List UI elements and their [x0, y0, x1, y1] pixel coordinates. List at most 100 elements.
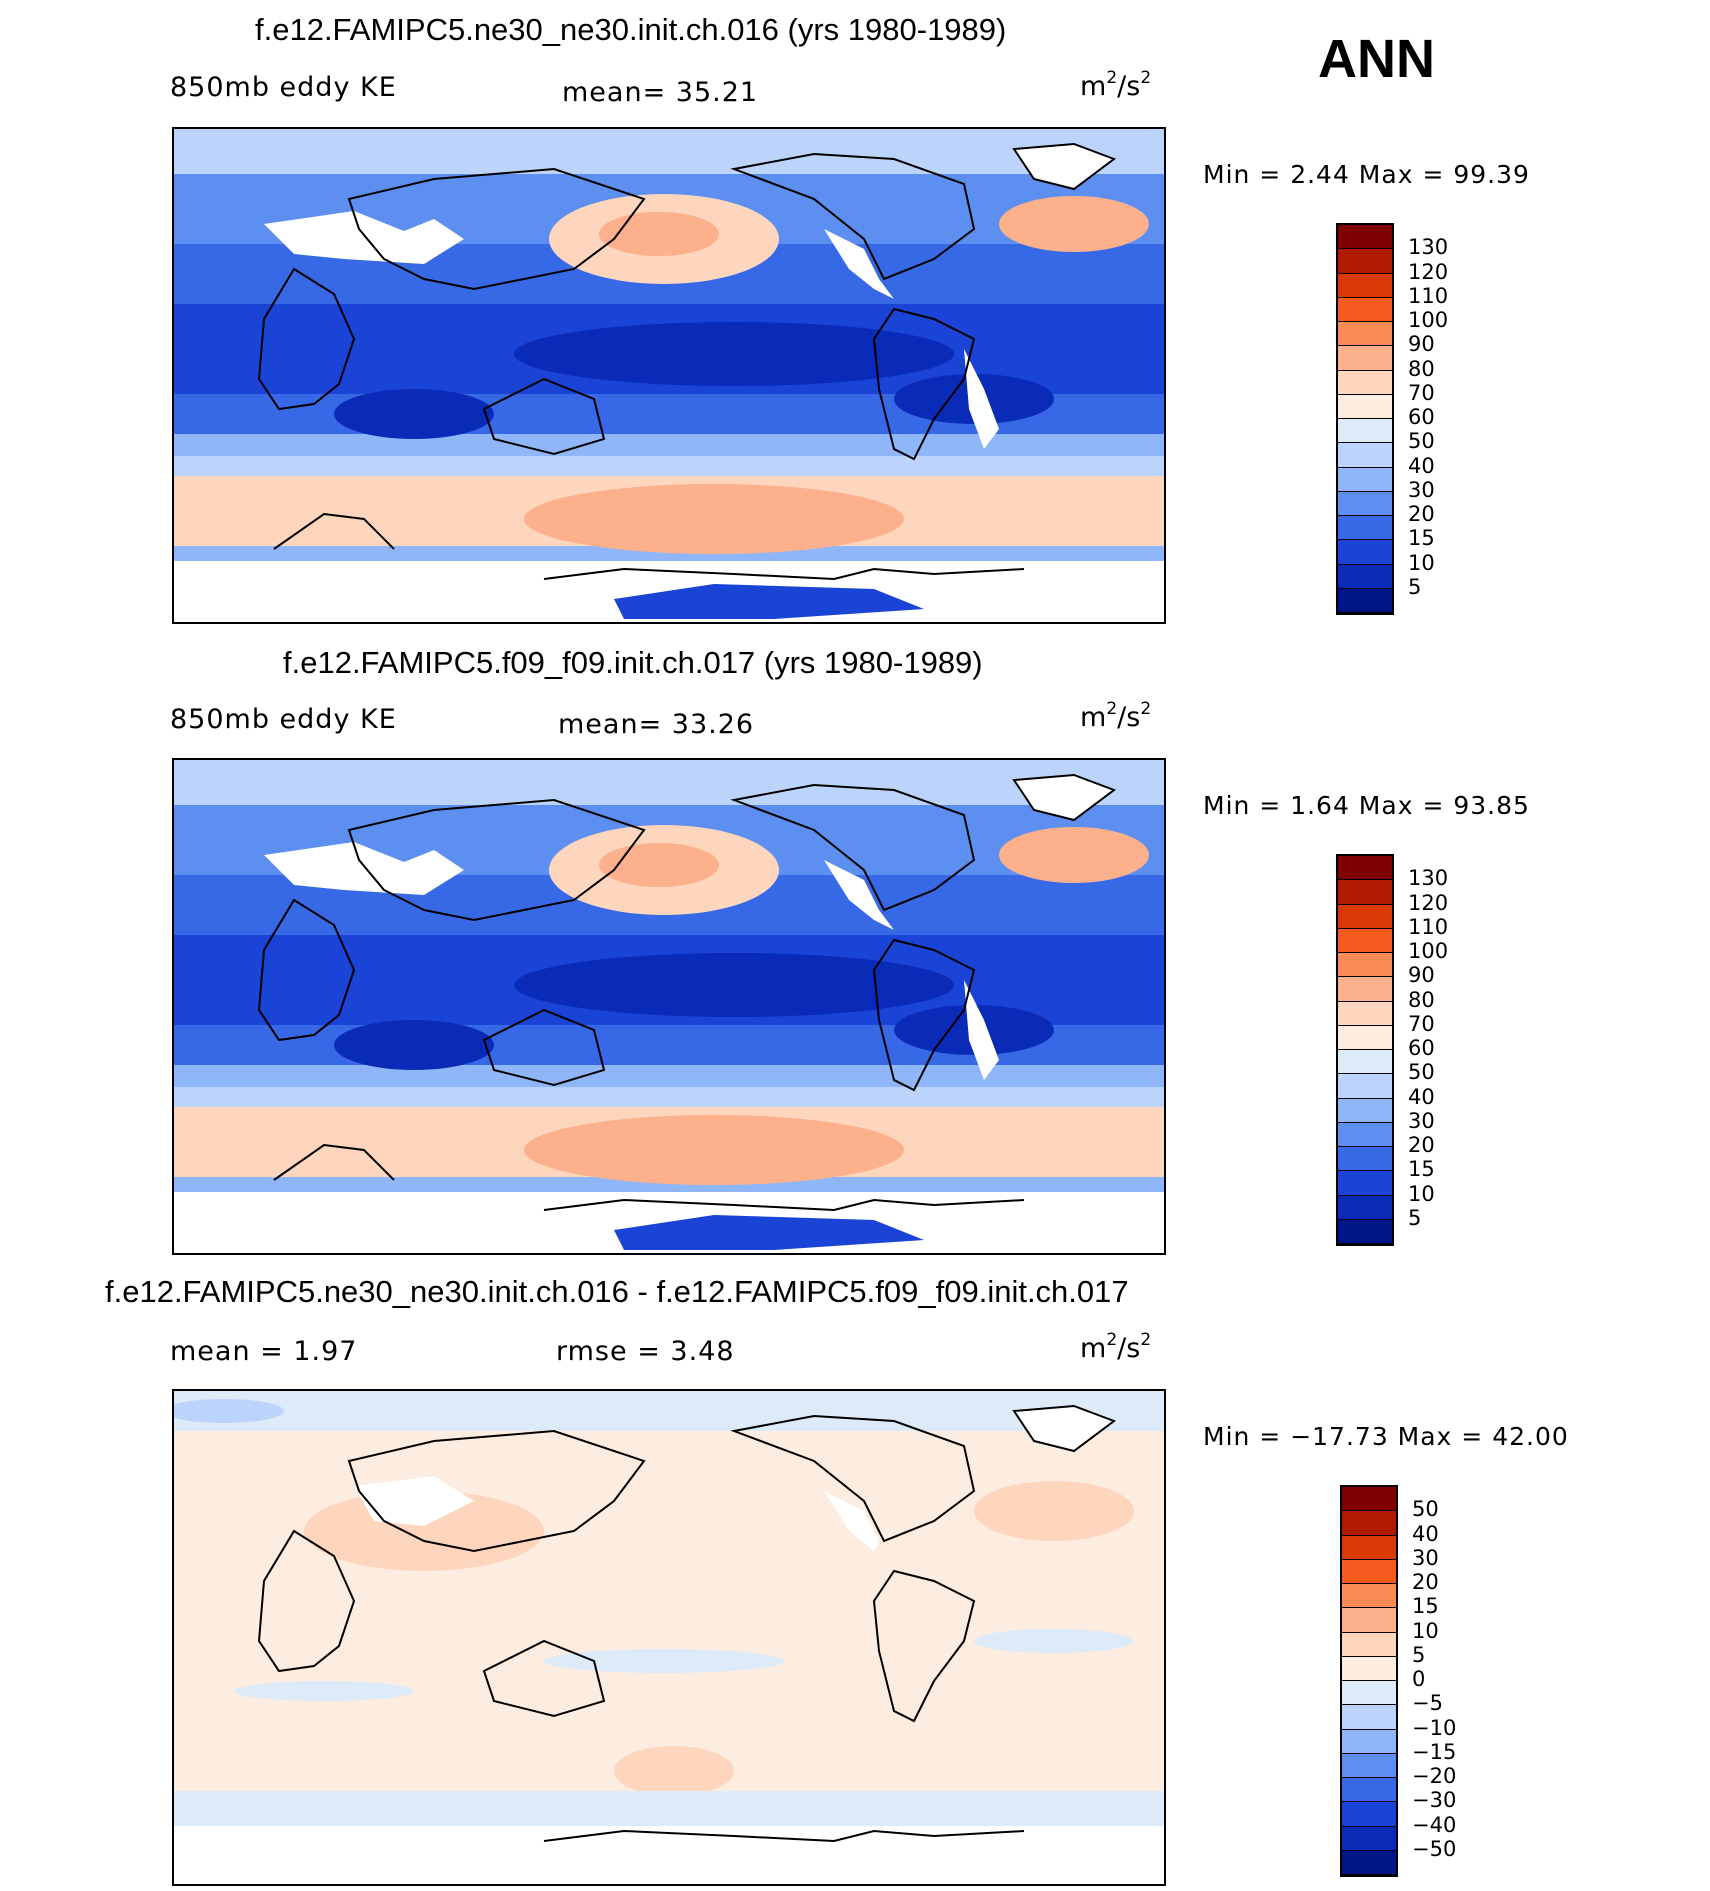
- colorbar-tick-label: 90: [1408, 963, 1435, 988]
- colorbar-tick-label: 50: [1412, 1497, 1439, 1522]
- colorbar-segment: [1342, 1584, 1396, 1609]
- colorbar-segment: [1338, 928, 1392, 953]
- panel-1-map-svg: [174, 129, 1164, 622]
- colorbar-segment: [1338, 467, 1392, 492]
- colorbar-tick-label: 70: [1408, 380, 1435, 405]
- colorbar-segment: [1338, 588, 1392, 613]
- panel-3-min-max: Min = −17.73 Max = 42.00: [1203, 1422, 1569, 1451]
- panel-3-colorbar-segments: [1342, 1487, 1396, 1875]
- colorbar-segment: [1338, 540, 1392, 565]
- panel-3-colorbar-labels: 50 40 30 20 15 10 5 0 −5 −10 −15 −20 −30 −40 −50: [1412, 1485, 1502, 1877]
- colorbar-tick-label: 20: [1412, 1570, 1439, 1594]
- panel-3-mean-label: mean = 1.97: [170, 1336, 358, 1367]
- colorbar-segment: [1338, 273, 1392, 298]
- panel-3-rmse-label: rmse = 3.48: [556, 1336, 735, 1367]
- colorbar-segment: [1342, 1511, 1396, 1536]
- colorbar-tick-label: 40: [1412, 1521, 1439, 1546]
- colorbar-segment: [1338, 1050, 1392, 1075]
- colorbar-tick-label: 30: [1408, 477, 1435, 502]
- colorbar-segment: [1338, 1098, 1392, 1123]
- colorbar-tick-label: 30: [1412, 1545, 1439, 1570]
- colorbar-tick-label: 30: [1408, 1108, 1435, 1133]
- panel-1-units: m2/s2: [1080, 68, 1152, 102]
- colorbar-tick-label: 50: [1408, 429, 1435, 454]
- panel-2-mean-label: mean= 33.26: [558, 709, 755, 740]
- colorbar-segment: [1338, 297, 1392, 322]
- colorbar-tick-label: 70: [1408, 1011, 1435, 1036]
- colorbar-tick-label: 15: [1412, 1594, 1439, 1619]
- colorbar-tick-label: 120: [1408, 259, 1449, 284]
- colorbar-segment: [1338, 249, 1392, 274]
- colorbar-segment: [1342, 1632, 1396, 1657]
- colorbar-tick-label: 90: [1408, 332, 1435, 357]
- panel-2-map-svg: [174, 760, 1164, 1253]
- panel-3-map-svg: [164, 1391, 1164, 1884]
- colorbar-segment: [1338, 322, 1392, 347]
- colorbar-segment: [1342, 1559, 1396, 1584]
- colorbar-tick-label: 130: [1408, 866, 1449, 891]
- colorbar-tick-label: 110: [1408, 914, 1449, 939]
- colorbar-tick-label: 5: [1408, 574, 1422, 599]
- colorbar-segment: [1338, 346, 1392, 371]
- colorbar-tick-label: 60: [1408, 1036, 1435, 1060]
- colorbar-segment: [1338, 1147, 1392, 1172]
- colorbar-tick-label: 130: [1408, 235, 1449, 260]
- colorbar-segment: [1338, 856, 1392, 881]
- colorbar-segment: [1338, 491, 1392, 516]
- colorbar-segment: [1342, 1681, 1396, 1706]
- colorbar-segment: [1338, 953, 1392, 978]
- colorbar-tick-label: 40: [1408, 1084, 1435, 1109]
- colorbar-segment: [1338, 977, 1392, 1002]
- colorbar-segment: [1342, 1608, 1396, 1633]
- colorbar-segment: [1342, 1729, 1396, 1754]
- colorbar-tick-label: 110: [1408, 283, 1449, 308]
- panel-1-min-max: Min = 2.44 Max = 99.39: [1203, 160, 1530, 189]
- colorbar-segment: [1338, 880, 1392, 905]
- colorbar-tick-label: 100: [1408, 308, 1449, 332]
- colorbar-segment: [1342, 1705, 1396, 1730]
- colorbar-segment: [1338, 1219, 1392, 1244]
- colorbar-tick-label: −10: [1412, 1715, 1457, 1740]
- colorbar-segment: [1338, 394, 1392, 419]
- season-label: ANN: [1318, 29, 1435, 89]
- panel-1-colorbar-segments: [1338, 225, 1392, 613]
- colorbar-segment: [1338, 1171, 1392, 1196]
- colorbar-segment: [1338, 419, 1392, 444]
- colorbar-segment: [1338, 564, 1392, 589]
- colorbar-segment: [1338, 904, 1392, 929]
- colorbar-tick-label: 10: [1408, 550, 1435, 575]
- panel-2-colorbar: [1336, 854, 1394, 1246]
- colorbar-tick-label: 5: [1408, 1205, 1422, 1230]
- colorbar-tick-label: 20: [1408, 1133, 1435, 1157]
- panel-2-min-max: Min = 1.64 Max = 93.85: [1203, 791, 1530, 820]
- colorbar-tick-label: 100: [1408, 939, 1449, 963]
- colorbar-segment: [1342, 1656, 1396, 1681]
- panel-2-map: [172, 758, 1166, 1255]
- colorbar-tick-label: −20: [1412, 1764, 1457, 1788]
- colorbar-tick-label: 50: [1408, 1060, 1435, 1085]
- panel-3-map: [164, 1389, 1166, 1886]
- colorbar-segment: [1342, 1850, 1396, 1875]
- colorbar-segment: [1342, 1826, 1396, 1851]
- panel-1-variable-label: 850mb eddy KE: [170, 72, 397, 103]
- colorbar-tick-label: −15: [1412, 1739, 1457, 1764]
- colorbar-segment: [1342, 1778, 1396, 1803]
- colorbar-segment: [1338, 1195, 1392, 1220]
- colorbar-tick-label: 15: [1408, 1157, 1435, 1182]
- colorbar-segment: [1342, 1753, 1396, 1778]
- colorbar-segment: [1338, 1074, 1392, 1099]
- colorbar-segment: [1342, 1487, 1396, 1512]
- colorbar-segment: [1338, 370, 1392, 395]
- panel-2-colorbar-labels: 130 120 110 100 90 80 70 60 50 40 30 20 15 10 5: [1408, 854, 1488, 1246]
- colorbar-tick-label: 20: [1408, 502, 1435, 526]
- colorbar-segment: [1338, 1025, 1392, 1050]
- colorbar-segment: [1338, 516, 1392, 541]
- colorbar-segment: [1338, 1122, 1392, 1147]
- colorbar-tick-label: 15: [1408, 526, 1435, 551]
- colorbar-tick-label: 120: [1408, 890, 1449, 915]
- panel-1-map: [172, 127, 1166, 624]
- colorbar-segment: [1342, 1802, 1396, 1827]
- colorbar-tick-label: 80: [1408, 356, 1435, 381]
- panel-1-colorbar-labels: 130 120 110 100 90 80 70 60 50 40 30 20 15 10 5: [1408, 223, 1488, 615]
- colorbar-tick-label: 0: [1412, 1667, 1426, 1691]
